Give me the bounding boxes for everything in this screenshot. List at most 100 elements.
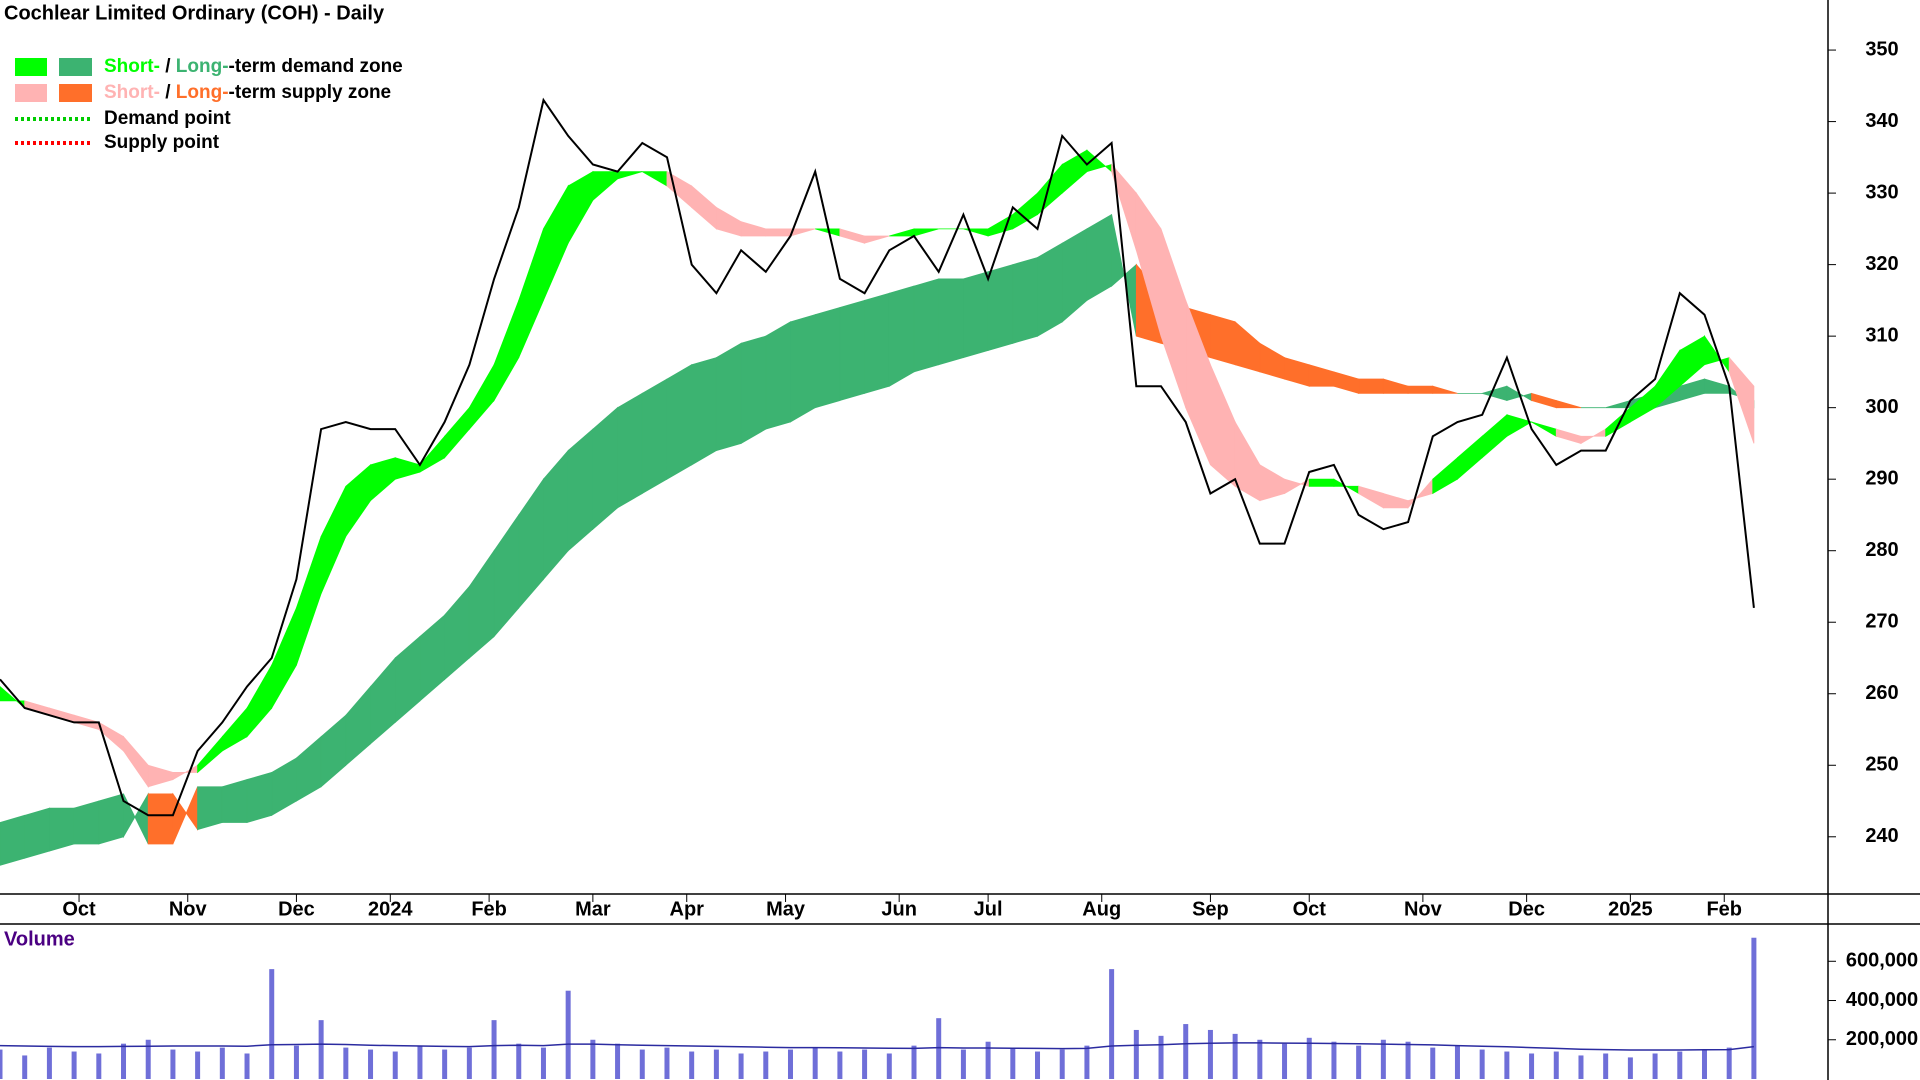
zone-segment bbox=[370, 656, 396, 745]
zone-segment bbox=[938, 278, 964, 366]
volume-bar bbox=[862, 1049, 868, 1079]
legend-swatch bbox=[59, 84, 92, 102]
zone-segment bbox=[963, 228, 989, 237]
x-tick-label: Aug bbox=[1082, 898, 1121, 920]
y-tick-label: 320 bbox=[1865, 253, 1898, 275]
volume-bar bbox=[1504, 1051, 1510, 1079]
y-tick-label: 350 bbox=[1865, 38, 1898, 60]
zone-segment bbox=[617, 171, 643, 180]
volume-bar bbox=[71, 1051, 77, 1079]
volume-bar bbox=[343, 1047, 349, 1079]
zone-segment bbox=[1555, 399, 1582, 409]
volume-bar bbox=[516, 1043, 522, 1079]
volume-bar bbox=[1282, 1043, 1288, 1079]
zone-segment bbox=[1432, 456, 1458, 495]
volume-bar bbox=[565, 990, 571, 1079]
volume-bar bbox=[318, 1020, 324, 1079]
x-tick-label: Jul bbox=[974, 898, 1003, 920]
legend-part: Short- bbox=[104, 82, 160, 103]
volume-bar bbox=[1133, 1029, 1139, 1079]
volume-bar bbox=[1331, 1041, 1337, 1079]
y-tick-label: 250 bbox=[1865, 754, 1898, 776]
zone-segment bbox=[1728, 356, 1755, 444]
zone-segment bbox=[1061, 228, 1088, 323]
zone-segment bbox=[296, 735, 322, 802]
zone-segment bbox=[715, 342, 742, 452]
zone-segment bbox=[1234, 320, 1261, 373]
volume-bar bbox=[1356, 1045, 1362, 1079]
chart-title: Cochlear Limited Ordinary (COH) - Daily bbox=[4, 2, 385, 24]
zone-segment bbox=[444, 585, 470, 681]
zone-segment bbox=[691, 357, 717, 466]
x-tick-label: 2024 bbox=[368, 898, 413, 920]
zone-segment bbox=[49, 707, 75, 723]
legend-label: Short- / Long--term demand zone bbox=[104, 56, 403, 77]
zone-segment bbox=[592, 406, 618, 531]
y-tick-label: 400,000 bbox=[1846, 989, 1918, 1011]
zone-segment bbox=[543, 449, 569, 581]
volume-bar bbox=[738, 1053, 744, 1079]
zone-segment bbox=[221, 779, 248, 823]
volume-bar bbox=[590, 1039, 596, 1079]
zone-segment bbox=[73, 800, 100, 845]
zone-segment bbox=[790, 314, 816, 423]
zone-segment bbox=[1210, 314, 1236, 366]
zone-segment bbox=[1061, 149, 1088, 194]
zone-segment bbox=[1629, 385, 1656, 423]
zone-segment bbox=[419, 614, 446, 702]
volume-bar bbox=[639, 1049, 645, 1079]
x-tick-label: Oct bbox=[62, 898, 96, 920]
zone-segment bbox=[1506, 414, 1533, 437]
zone-segment bbox=[1284, 357, 1310, 387]
zone-segment bbox=[24, 807, 50, 859]
volume-bar bbox=[1306, 1037, 1312, 1079]
zone-segment bbox=[1210, 364, 1236, 488]
volume-average bbox=[0, 1042, 1754, 1051]
zone-segment bbox=[1605, 406, 1631, 437]
zone-segment bbox=[271, 757, 297, 817]
volume-bar bbox=[837, 1051, 843, 1079]
volume-bar bbox=[269, 969, 275, 1079]
zone-segment bbox=[197, 786, 223, 831]
volume-bar bbox=[244, 1053, 250, 1079]
legend-part: -term supply zone bbox=[229, 82, 392, 103]
volume-bar bbox=[491, 1020, 497, 1079]
zone-segment bbox=[765, 228, 791, 237]
volume-bar bbox=[540, 1047, 546, 1079]
zone-segment bbox=[1679, 335, 1705, 388]
volume-bar bbox=[1232, 1033, 1238, 1079]
zone-segment bbox=[1012, 256, 1038, 344]
volume-bar bbox=[1207, 1029, 1213, 1079]
zone-segment bbox=[1358, 485, 1384, 509]
volume-bar bbox=[960, 1049, 966, 1079]
zone-segment bbox=[913, 228, 939, 237]
zone-segment bbox=[394, 635, 421, 724]
zone-segment bbox=[567, 428, 594, 552]
volume-label: Volume bbox=[4, 928, 75, 950]
y-tick-label: 310 bbox=[1865, 324, 1898, 346]
volume-bar bbox=[0, 1049, 3, 1079]
zone-segment bbox=[815, 228, 841, 237]
zone-segment bbox=[567, 170, 594, 245]
volume-bar bbox=[22, 1055, 28, 1079]
volume-bar bbox=[1183, 1024, 1189, 1079]
zone-segment bbox=[543, 184, 569, 301]
zone-segment bbox=[1308, 364, 1335, 387]
volume-bar bbox=[293, 1045, 299, 1079]
zone-segment bbox=[493, 513, 520, 638]
zone-segment bbox=[963, 271, 989, 359]
zone-segment bbox=[889, 228, 915, 237]
legend-swatch bbox=[59, 58, 92, 76]
y-tick-label: 600,000 bbox=[1846, 950, 1918, 972]
zone-segment bbox=[197, 735, 223, 774]
zone-segment bbox=[320, 714, 347, 788]
zone-segment bbox=[1259, 464, 1285, 502]
zone-segment bbox=[790, 228, 816, 237]
volume-bar bbox=[1109, 969, 1115, 1079]
zone-segment bbox=[1259, 342, 1285, 380]
legend-part: Short- bbox=[104, 56, 160, 77]
zone-segment bbox=[640, 171, 668, 187]
zone-segment bbox=[740, 335, 767, 445]
legend-part: -term demand zone bbox=[229, 56, 403, 77]
zone-segment bbox=[864, 292, 890, 394]
